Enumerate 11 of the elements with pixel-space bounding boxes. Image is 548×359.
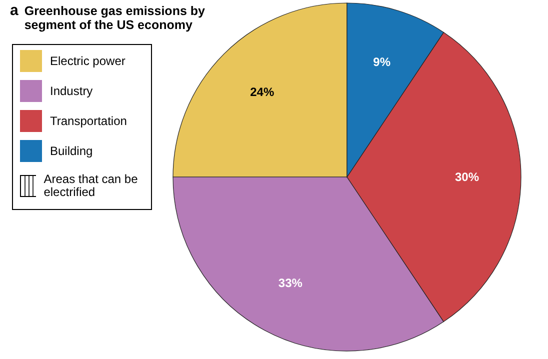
text: Areas that can be electrified	[44, 172, 139, 199]
data-label: 24%	[250, 85, 274, 100]
text: a	[10, 2, 18, 21]
legend-label: Electric power	[50, 54, 126, 68]
data-label: 9%	[373, 55, 391, 70]
data-label: 30%	[454, 170, 480, 184]
legend-label: Industry	[50, 84, 93, 98]
text: Greenhouse gas emissions by segment of the US economy	[24, 4, 206, 32]
legend-label: Building	[50, 144, 93, 158]
legend-label: Transportation	[50, 114, 127, 128]
data-label: 33%	[278, 276, 303, 290]
